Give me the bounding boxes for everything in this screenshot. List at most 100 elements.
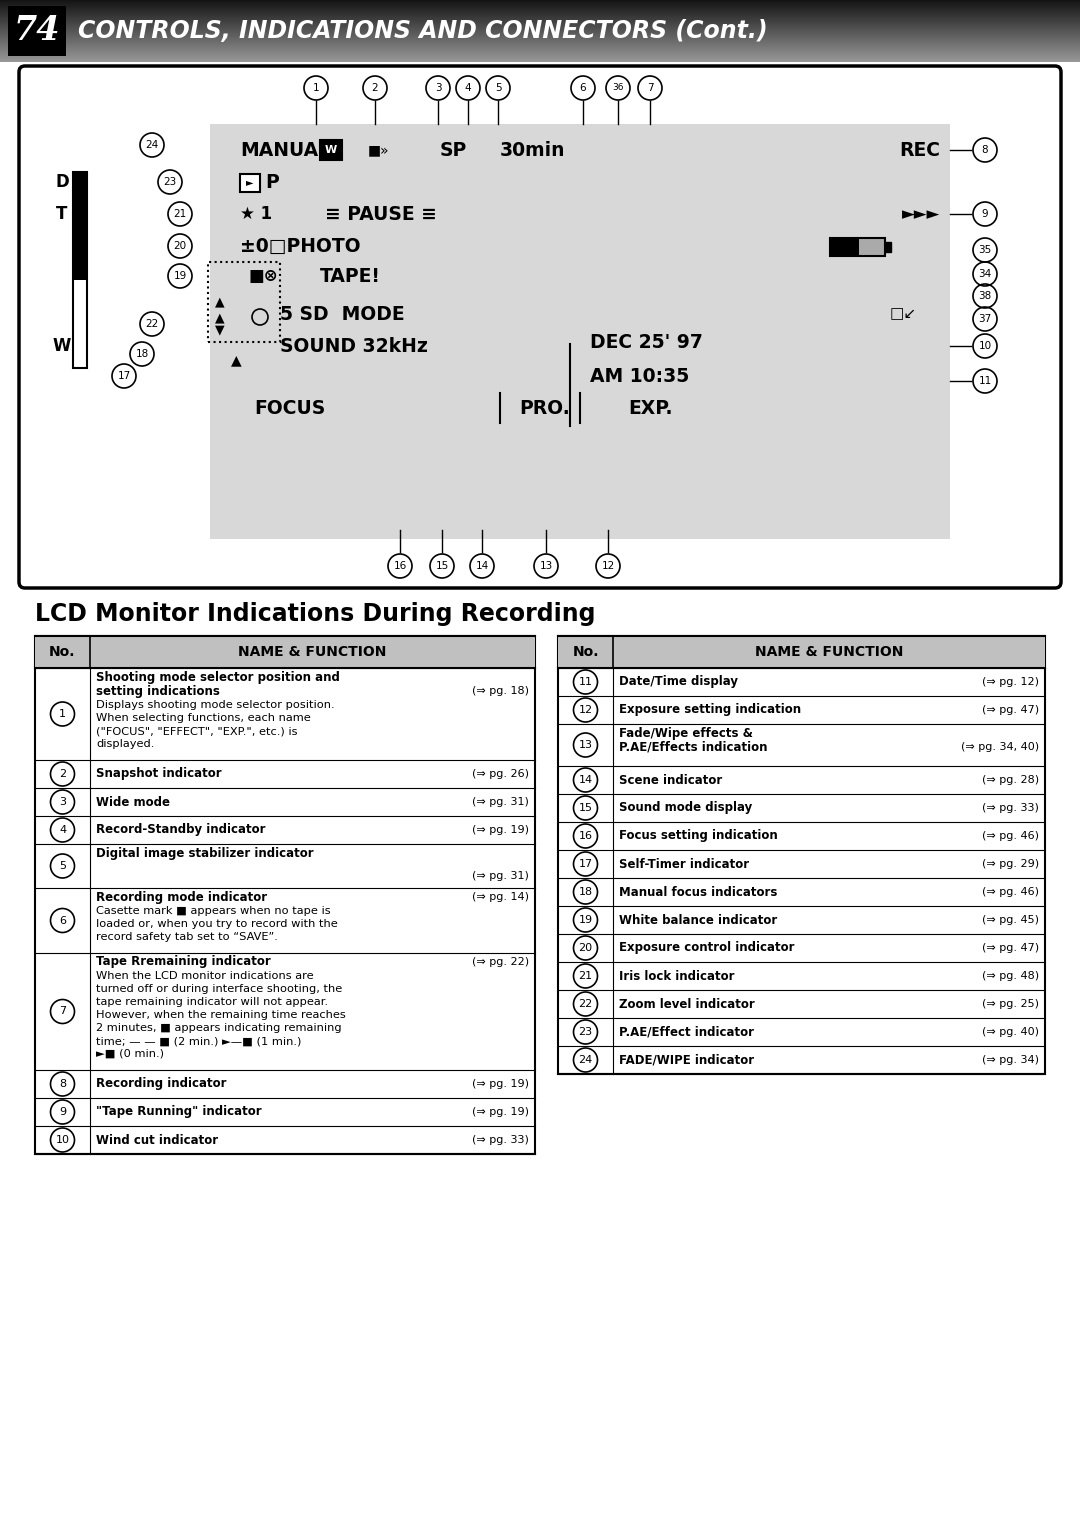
Circle shape — [573, 768, 597, 793]
Circle shape — [140, 133, 164, 156]
Text: Focus setting indication: Focus setting indication — [619, 829, 778, 843]
Text: 22: 22 — [146, 319, 159, 330]
FancyBboxPatch shape — [19, 66, 1061, 589]
Text: 22: 22 — [579, 1000, 593, 1009]
Text: ►►►: ►►► — [902, 205, 940, 222]
Circle shape — [973, 307, 997, 331]
Text: 11: 11 — [978, 376, 991, 386]
Text: record safety tab set to “SAVE”.: record safety tab set to “SAVE”. — [96, 932, 278, 941]
Bar — [208, 262, 280, 342]
Circle shape — [486, 77, 510, 100]
Text: Record-Standby indicator: Record-Standby indicator — [96, 823, 266, 837]
Text: 4: 4 — [464, 83, 471, 94]
Circle shape — [51, 762, 75, 786]
Text: 8: 8 — [982, 146, 988, 155]
Bar — [8, 6, 66, 57]
Circle shape — [573, 992, 597, 1016]
Text: P.AE/Effects indication: P.AE/Effects indication — [619, 740, 768, 754]
Circle shape — [51, 1072, 75, 1096]
Text: 12: 12 — [602, 561, 615, 570]
Text: (⇒ pg. 18): (⇒ pg. 18) — [472, 685, 529, 696]
Bar — [210, 124, 950, 540]
Text: 12: 12 — [579, 705, 593, 714]
Text: 21: 21 — [579, 970, 593, 981]
Text: (⇒ pg. 25): (⇒ pg. 25) — [982, 1000, 1039, 1009]
Text: (⇒ pg. 46): (⇒ pg. 46) — [982, 888, 1039, 897]
Circle shape — [168, 235, 192, 258]
Circle shape — [470, 553, 494, 578]
Text: W: W — [53, 337, 71, 356]
Text: 18: 18 — [579, 888, 593, 897]
Text: REC: REC — [899, 141, 940, 159]
Circle shape — [51, 1128, 75, 1151]
Bar — [831, 238, 885, 256]
Circle shape — [534, 553, 558, 578]
Circle shape — [363, 77, 387, 100]
Text: ■⊗: ■⊗ — [248, 267, 278, 285]
Text: SP: SP — [440, 141, 468, 159]
Text: When selecting functions, each name: When selecting functions, each name — [96, 713, 311, 724]
Text: Recording mode indicator: Recording mode indicator — [96, 891, 267, 903]
Text: 7: 7 — [647, 83, 653, 94]
Text: (⇒ pg. 40): (⇒ pg. 40) — [982, 1027, 1039, 1036]
Circle shape — [158, 170, 183, 195]
Text: 38: 38 — [978, 291, 991, 300]
Text: (⇒ pg. 29): (⇒ pg. 29) — [982, 858, 1039, 869]
Text: loaded or, when you try to record with the: loaded or, when you try to record with t… — [96, 918, 338, 929]
Circle shape — [51, 789, 75, 814]
Circle shape — [112, 363, 136, 388]
Text: 2: 2 — [59, 770, 66, 779]
Text: FADE/WIPE indicator: FADE/WIPE indicator — [619, 1053, 754, 1067]
Text: ■»: ■» — [368, 143, 390, 156]
Circle shape — [140, 313, 164, 336]
Text: 34: 34 — [978, 268, 991, 279]
Text: 5: 5 — [495, 83, 501, 94]
Bar — [240, 175, 260, 192]
Text: SOUND 32kHz: SOUND 32kHz — [280, 337, 428, 356]
Text: (⇒ pg. 33): (⇒ pg. 33) — [982, 803, 1039, 812]
Text: (⇒ pg. 22): (⇒ pg. 22) — [472, 957, 529, 967]
Circle shape — [596, 553, 620, 578]
Text: 36: 36 — [612, 83, 624, 92]
Circle shape — [973, 202, 997, 225]
Bar — [558, 636, 1045, 1075]
Text: CONTROLS, INDICATIONS AND CONNECTORS (Cont.): CONTROLS, INDICATIONS AND CONNECTORS (Co… — [78, 18, 768, 43]
Text: ★ 1: ★ 1 — [240, 205, 272, 222]
Circle shape — [168, 264, 192, 288]
Bar — [320, 140, 342, 159]
Text: P.AE/Effect indicator: P.AE/Effect indicator — [619, 1026, 754, 1038]
Text: Displays shooting mode selector position.: Displays shooting mode selector position… — [96, 701, 335, 710]
Text: ▲: ▲ — [215, 296, 225, 308]
Text: 3: 3 — [59, 797, 66, 806]
Circle shape — [573, 880, 597, 904]
Text: (⇒ pg. 34): (⇒ pg. 34) — [982, 1055, 1039, 1065]
Circle shape — [51, 909, 75, 932]
Text: 5 SD  MODE: 5 SD MODE — [280, 305, 405, 323]
Text: (⇒ pg. 19): (⇒ pg. 19) — [472, 1107, 529, 1118]
Text: setting indications: setting indications — [96, 685, 220, 698]
Bar — [831, 239, 859, 254]
Bar — [558, 636, 1045, 668]
Text: turned off or during interface shooting, the: turned off or during interface shooting,… — [96, 984, 342, 993]
Text: (⇒ pg. 31): (⇒ pg. 31) — [472, 797, 529, 806]
Circle shape — [51, 1000, 75, 1024]
Text: (⇒ pg. 48): (⇒ pg. 48) — [982, 970, 1039, 981]
Text: PRO.: PRO. — [519, 399, 570, 417]
Text: (⇒ pg. 28): (⇒ pg. 28) — [982, 776, 1039, 785]
Circle shape — [573, 964, 597, 987]
Text: (⇒ pg. 34, 40): (⇒ pg. 34, 40) — [961, 742, 1039, 753]
Circle shape — [168, 202, 192, 225]
Text: Iris lock indicator: Iris lock indicator — [619, 969, 734, 983]
Text: displayed.: displayed. — [96, 739, 154, 750]
Text: ≡ PAUSE ≡: ≡ PAUSE ≡ — [325, 204, 437, 224]
Text: Snapshot indicator: Snapshot indicator — [96, 768, 221, 780]
Circle shape — [573, 825, 597, 848]
Text: 9: 9 — [59, 1107, 66, 1118]
Text: Recording indicator: Recording indicator — [96, 1078, 227, 1090]
Text: 23: 23 — [579, 1027, 593, 1036]
Circle shape — [973, 369, 997, 392]
Text: 6: 6 — [59, 915, 66, 926]
Text: 2: 2 — [372, 83, 378, 94]
Text: 35: 35 — [978, 245, 991, 254]
Text: LCD Monitor Indications During Recording: LCD Monitor Indications During Recording — [35, 602, 595, 625]
